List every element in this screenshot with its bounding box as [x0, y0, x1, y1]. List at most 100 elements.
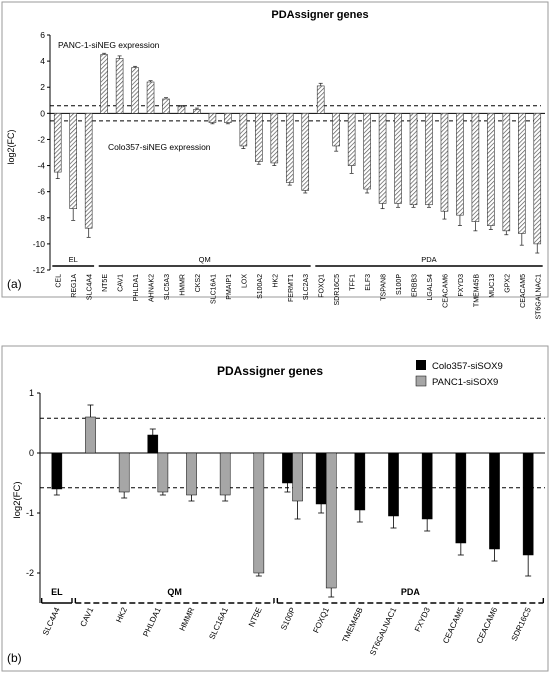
panel-b-y-tick-label: 0 — [29, 448, 34, 458]
panel-a-label: (a) — [7, 277, 22, 291]
panel-a-bar — [394, 113, 402, 204]
panel-b-x-tick-label: CAV1 — [79, 606, 96, 629]
panel-a-x-tick-label: SLC5A3 — [164, 274, 171, 300]
panel-a-bar — [316, 85, 325, 114]
panel-a-bar — [100, 54, 108, 114]
panel-b-x-tick-label: NT5E — [247, 606, 264, 628]
panel-a-bar — [285, 113, 294, 183]
panel-b-x-tick-label: CEACAM5 — [441, 606, 466, 645]
panel-b-bar — [51, 452, 63, 490]
panel-b-x-tick-label: SDR16C5 — [510, 606, 534, 643]
panel-a-bar — [425, 113, 433, 206]
panel-b-bar — [157, 452, 169, 493]
panel-b-bar — [282, 452, 293, 484]
panel-b-group-label: EL — [51, 587, 63, 597]
panel-a-x-tick-label: TFF1 — [350, 274, 357, 291]
panel-a-x-tick-label: PHLDA1 — [133, 274, 140, 301]
panel-a-bar — [471, 113, 480, 222]
panel-b-bar — [388, 452, 399, 517]
panel-b-bar — [253, 452, 265, 574]
panel-b-bar — [292, 452, 303, 502]
panel-a-x-tick-label: SLC16A1 — [210, 274, 217, 304]
panel-a-x-tick-label: CAV1 — [118, 274, 125, 292]
panel-a-x-tick-label: S100A2 — [257, 274, 264, 299]
panel-b-y-tick-label: 1 — [29, 388, 34, 398]
panel-a-x-tick-label: FXYD3 — [458, 274, 465, 297]
panel-a-y-tick-label: -2 — [37, 134, 45, 144]
panel-a-x-tick-label: FOXQ1 — [319, 274, 326, 298]
legend-swatch-colo357 — [416, 360, 426, 370]
panel-b-bar — [325, 452, 337, 589]
panel-a-x-tick-label: LOX — [241, 274, 248, 288]
legend-label-panc1: PANC1-siSOX9 — [432, 377, 498, 388]
panel-a-bar — [177, 106, 186, 114]
panel-a-x-tick-label: NT5E — [102, 274, 109, 292]
panel-a-ylabel: log2(FC) — [6, 129, 16, 164]
legend: Colo357-siSOX9 PANC1-siSOX9 — [415, 360, 503, 388]
panel-a-y-tick-label: 2 — [40, 82, 45, 92]
panel-a-x-tick-label: SDR16C5 — [334, 274, 341, 306]
panel-b-x-tick-label: SLC16A1 — [207, 606, 230, 641]
panel-a-bar — [301, 113, 310, 191]
panel-b-x-tick-label: S100P — [279, 606, 297, 632]
panel-b-bar — [118, 452, 130, 493]
panel-a-x-tick-label: HK2 — [272, 274, 279, 288]
panel-a-bar — [347, 113, 356, 166]
panel-a-bar — [487, 113, 495, 226]
panel-a-y-tick-label: 4 — [40, 56, 45, 66]
panel-b-bar — [354, 452, 366, 511]
panel-a-bar — [409, 113, 418, 206]
panel-b-x-tick-label: TMEM45B — [341, 606, 365, 644]
panel-a-bar — [363, 113, 371, 190]
panel-b-bar — [455, 452, 467, 544]
panel-a-bar — [208, 113, 217, 123]
panel-b-bar — [219, 452, 231, 496]
panel-a-bar — [239, 113, 248, 147]
panel-b-bar — [147, 434, 159, 454]
panel-a-bar — [162, 98, 170, 114]
panel-a-y-tick-label: -4 — [37, 161, 45, 171]
panel-a-bar — [332, 113, 340, 147]
panel-b-group-label: QM — [167, 587, 182, 597]
panel-a-y-tick-label: -8 — [37, 213, 45, 223]
panel-a-chart: PDAssigner genes log2(FC) PANC-1-siNEG e… — [6, 9, 545, 320]
panel-b-x-tick-label: FXYD3 — [413, 606, 432, 634]
panel-a-y-tick-label: -12 — [33, 265, 46, 275]
panel-a-x-tick-label: SLC2A3 — [303, 274, 310, 300]
panel-a-x-tick-label: S100P — [396, 274, 403, 295]
panel-a-x-tick-label: AHNAK2 — [149, 274, 156, 302]
panel-a-x-tick-label: FERMT1 — [288, 274, 295, 302]
panel-a-bar — [115, 58, 124, 114]
panel-a-bar — [146, 81, 155, 114]
panel-a-bar — [53, 113, 62, 173]
panel-a-bar — [456, 113, 464, 216]
panel-a-x-tick-label: CEL — [56, 274, 63, 288]
panel-b-y-tick-label: -2 — [26, 568, 34, 578]
panel-a-x-tick-label: REG1A — [71, 274, 78, 298]
panel-a-x-tick-label: MUC13 — [489, 274, 496, 298]
panel-b-chart: PDAssigner genes log2(FC) Colo357-siSOX9… — [7, 360, 545, 665]
panel-a-bar — [518, 113, 526, 234]
panel-b-bar — [85, 416, 96, 454]
panel-a-x-tick-label: TSPAN8 — [381, 274, 388, 301]
panel-a-x-tick-label: ERBB3 — [412, 274, 419, 297]
panel-a-x-tick-label: HMMR — [179, 274, 186, 296]
panel-b-x-tick-label: CEACAM6 — [475, 606, 500, 645]
panel-b-x-tick-label: PHLDA1 — [141, 606, 163, 639]
panel-a-bar — [270, 113, 279, 164]
panel-b-y-tick-label: -1 — [26, 508, 34, 518]
panel-a-title: PDAssigner genes — [271, 9, 368, 21]
panel-b-bar — [489, 452, 500, 550]
panel-a-bar — [84, 113, 93, 229]
panel-a-bar — [69, 113, 77, 209]
panel-a-x-tick-label: ELF3 — [365, 274, 372, 291]
panel-a-x-tick-label: CEACAM6 — [442, 274, 449, 308]
panel-b-bar — [186, 452, 197, 496]
panel-b-x-tick-label: SLC4A4 — [41, 606, 62, 637]
panel-a-annotation-colo357: Colo357-siNEG expression — [108, 142, 211, 152]
panel-a-group-label: PDA — [421, 255, 436, 264]
panel-a-bar — [502, 113, 511, 232]
panel-a-bar — [193, 109, 201, 114]
panel-b-group-label: PDA — [401, 587, 421, 597]
